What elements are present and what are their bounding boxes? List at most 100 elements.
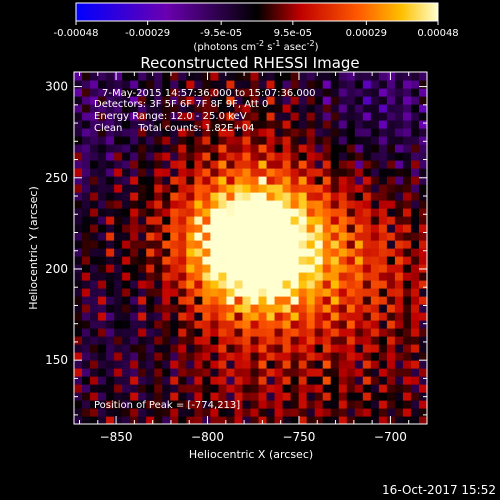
heatmap-cell [314, 136, 324, 145]
heatmap-cell [130, 408, 139, 417]
heatmap-cell [146, 216, 155, 225]
heatmap-cell [410, 280, 420, 289]
heatmap-cell [98, 144, 107, 153]
heatmap-cell [282, 256, 292, 265]
heatmap-cell [106, 392, 115, 401]
heatmap-cell [90, 320, 99, 329]
heatmap-cell [226, 184, 236, 193]
heatmap-cell [202, 200, 211, 209]
heatmap-cell [266, 352, 276, 361]
heatmap-cell [370, 312, 380, 321]
heatmap-cell [194, 400, 203, 409]
heatmap-cell [362, 232, 372, 241]
heatmap-cell [378, 192, 388, 201]
heatmap-cell [130, 112, 139, 121]
heatmap-cell [122, 72, 131, 81]
heatmap-cell [170, 88, 179, 97]
heatmap-cell [154, 392, 163, 401]
heatmap-cell [90, 136, 99, 145]
heatmap-cell [74, 200, 83, 209]
heatmap-cell [154, 104, 163, 113]
heatmap-cell [290, 168, 300, 177]
heatmap-cell [130, 336, 139, 345]
heatmap-cell [90, 376, 99, 385]
heatmap-cell [82, 384, 91, 393]
heatmap-cell [346, 320, 356, 329]
heatmap-cell [146, 128, 155, 137]
heatmap-cell [82, 248, 91, 257]
heatmap-cell [266, 112, 276, 121]
heatmap-cell [234, 264, 244, 273]
heatmap-cell [218, 120, 228, 129]
heatmap-cell [386, 320, 396, 329]
heatmap-cell [234, 248, 244, 257]
heatmap-cell [266, 280, 276, 289]
heatmap-cell [146, 88, 155, 97]
heatmap-cell [138, 280, 147, 289]
heatmap-cell [266, 72, 276, 81]
heatmap-cell [322, 272, 332, 281]
heatmap-cell [98, 392, 107, 401]
heatmap-cell [330, 176, 340, 185]
heatmap-cell [322, 320, 332, 329]
heatmap-cell [98, 376, 107, 385]
heatmap-cell [322, 184, 332, 193]
heatmap-cell [114, 240, 123, 249]
heatmap-cell [98, 296, 107, 305]
heatmap-cell [130, 384, 139, 393]
heatmap-cell [74, 392, 83, 401]
heatmap-cell [210, 368, 220, 377]
heatmap-cell [338, 384, 348, 393]
heatmap-cell [210, 168, 220, 177]
heatmap-cell [410, 136, 420, 145]
heatmap-cell [138, 296, 147, 305]
heatmap-cell [234, 144, 244, 153]
heatmap-cell [114, 232, 123, 241]
heatmap-cell [90, 144, 99, 153]
heatmap-cell [394, 256, 404, 265]
heatmap-cell [258, 264, 268, 273]
heatmap-cell [250, 192, 260, 201]
heatmap-cell [330, 240, 340, 249]
heatmap-cell [378, 96, 388, 105]
heatmap-cell [138, 320, 147, 329]
heatmap-cell [226, 120, 236, 129]
colorbar-tick-label: -0.00048 [54, 28, 99, 39]
heatmap-cell [154, 368, 163, 377]
heatmap-cell [346, 416, 356, 424]
heatmap-cell [122, 224, 131, 233]
heatmap-cell [410, 288, 420, 297]
heatmap-cell [298, 232, 308, 241]
heatmap-cell [274, 416, 284, 424]
heatmap-cell [226, 112, 236, 121]
heatmap-cell [146, 280, 155, 289]
heatmap-cell [338, 208, 348, 217]
heatmap-cell [322, 168, 332, 177]
heatmap-cell [330, 272, 340, 281]
heatmap-cell [370, 272, 380, 281]
heatmap-cell [74, 360, 83, 369]
heatmap-cell [338, 72, 348, 81]
heatmap-cell [82, 88, 91, 97]
heatmap-cell [290, 296, 300, 305]
heatmap-cell [122, 96, 131, 105]
heatmap-cell [178, 344, 187, 353]
heatmap-cell [354, 336, 364, 345]
heatmap-cell [90, 256, 99, 265]
heatmap-cell [346, 280, 356, 289]
heatmap-cell [314, 272, 324, 281]
heatmap-cell [154, 184, 163, 193]
heatmap-cell [82, 208, 91, 217]
heatmap-cell [410, 168, 420, 177]
heatmap-cell [98, 96, 107, 105]
heatmap-cell [322, 88, 332, 97]
heatmap-cell [298, 288, 308, 297]
heatmap-cell [82, 368, 91, 377]
heatmap-cell [394, 248, 404, 257]
heatmap-cell [74, 280, 83, 289]
heatmap-cell [402, 80, 412, 89]
heatmap-cell [258, 320, 268, 329]
heatmap-cell [402, 200, 412, 209]
heatmap-cell [306, 392, 316, 401]
